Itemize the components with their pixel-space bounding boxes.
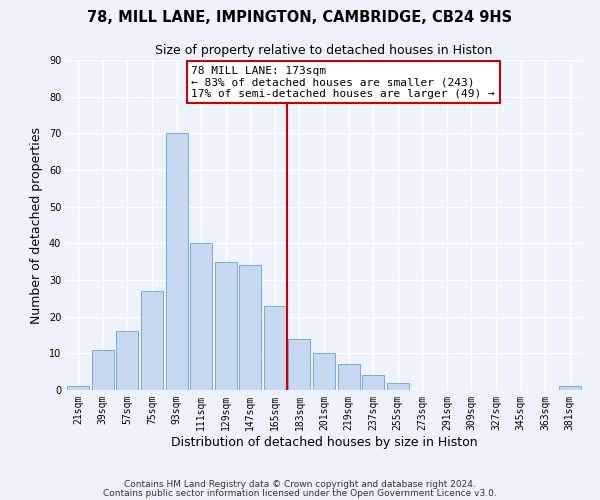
Text: Contains public sector information licensed under the Open Government Licence v3: Contains public sector information licen…: [103, 488, 497, 498]
Bar: [559, 386, 581, 390]
Title: Size of property relative to detached houses in Histon: Size of property relative to detached ho…: [155, 44, 493, 58]
X-axis label: Distribution of detached houses by size in Histon: Distribution of detached houses by size …: [170, 436, 478, 448]
Text: Contains HM Land Registry data © Crown copyright and database right 2024.: Contains HM Land Registry data © Crown c…: [124, 480, 476, 489]
Bar: [141, 291, 163, 390]
Y-axis label: Number of detached properties: Number of detached properties: [30, 126, 43, 324]
Bar: [190, 244, 212, 390]
Bar: [92, 350, 114, 390]
Bar: [166, 134, 188, 390]
Text: 78, MILL LANE, IMPINGTON, CAMBRIDGE, CB24 9HS: 78, MILL LANE, IMPINGTON, CAMBRIDGE, CB2…: [88, 10, 512, 25]
Bar: [338, 364, 359, 390]
Text: 78 MILL LANE: 173sqm
← 83% of detached houses are smaller (243)
17% of semi-deta: 78 MILL LANE: 173sqm ← 83% of detached h…: [191, 66, 495, 98]
Bar: [264, 306, 286, 390]
Bar: [289, 338, 310, 390]
Bar: [67, 386, 89, 390]
Bar: [362, 376, 384, 390]
Bar: [116, 332, 139, 390]
Bar: [215, 262, 237, 390]
Bar: [386, 382, 409, 390]
Bar: [313, 354, 335, 390]
Bar: [239, 266, 262, 390]
